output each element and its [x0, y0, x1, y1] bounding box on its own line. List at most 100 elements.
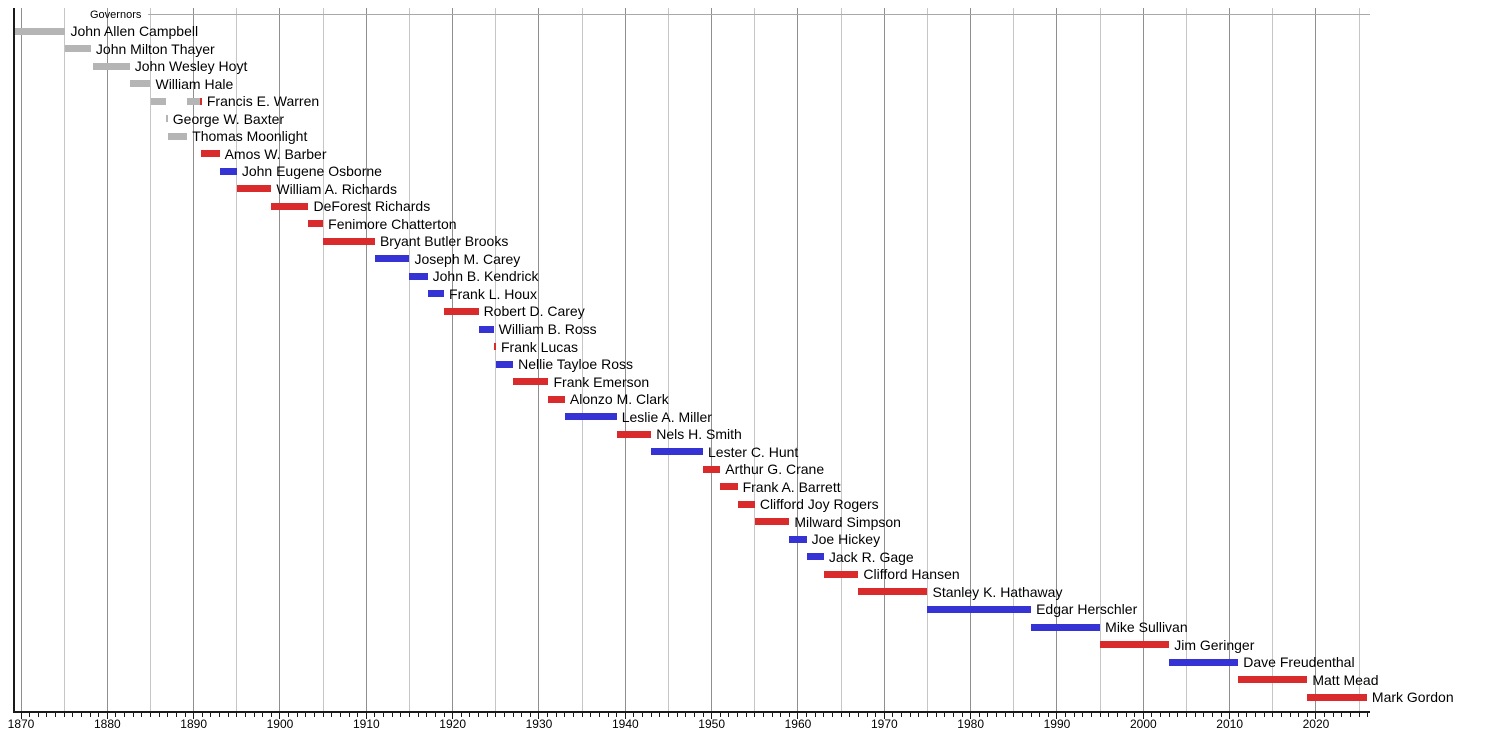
gridline-1900 [279, 8, 281, 711]
term-bar-territorial [167, 132, 188, 140]
plot-left-border [13, 8, 15, 711]
term-bar-republican [200, 97, 203, 105]
minor-tick-1979 [961, 713, 963, 717]
x-axis-line [13, 711, 1370, 713]
governor-name-label: Nellie Tayloe Ross [518, 356, 633, 373]
minor-tick-2002 [1160, 713, 1162, 717]
term-bar-republican [1100, 641, 1170, 649]
gridline-2025 [1358, 8, 1360, 711]
minor-tick-1946 [676, 713, 678, 717]
governor-name-label: George W. Baxter [172, 110, 285, 127]
term-bar-democratic [651, 448, 704, 456]
governor-name-label: Arthur G. Crane [725, 461, 825, 478]
term-bar-republican [201, 150, 220, 158]
minor-tick-1913 [391, 713, 393, 717]
term-bar-territorial [166, 115, 169, 123]
governor-name-label: Leslie A. Miller [621, 408, 712, 425]
minor-tick-1998 [1125, 713, 1127, 717]
minor-tick-2003 [1168, 713, 1170, 717]
minor-tick-2019 [1306, 713, 1308, 717]
term-bar-democratic [789, 535, 807, 543]
x-axis-tick-label: 1910 [352, 717, 380, 731]
gridline-1980 [970, 8, 972, 711]
minor-tick-1938 [607, 713, 609, 717]
minor-tick-2016 [1280, 713, 1282, 717]
minor-tick-1884 [141, 713, 143, 717]
term-bar-republican [1238, 676, 1308, 684]
gridline-2020 [1315, 8, 1317, 711]
governor-name-label: William A. Richards [276, 180, 397, 197]
gridline-1945 [667, 8, 669, 711]
minor-tick-1986 [1021, 713, 1023, 717]
minor-tick-1882 [124, 713, 126, 717]
term-bar-territorial [129, 80, 151, 88]
term-bar-republican [548, 395, 565, 403]
minor-tick-1916 [417, 713, 419, 717]
minor-tick-1899 [270, 713, 272, 717]
x-axis-tick-label: 1870 [7, 717, 35, 731]
minor-tick-1922 [469, 713, 471, 717]
minor-tick-1948 [693, 713, 695, 717]
term-bar-democratic [496, 360, 514, 368]
minor-tick-1928 [521, 713, 523, 717]
major-tick-1900 [279, 713, 281, 719]
minor-tick-1988 [1039, 713, 1041, 717]
section-header-line [148, 14, 1370, 15]
term-bar-republican [323, 237, 375, 245]
governor-name-label: Clifford Hansen [863, 566, 960, 583]
x-axis-tick-label: 1960 [784, 717, 812, 731]
gridline-1920 [452, 8, 454, 711]
minor-tick-1993 [1082, 713, 1084, 717]
minor-tick-1989 [1047, 713, 1049, 717]
governor-name-label: Nels H. Smith [656, 426, 742, 443]
minor-tick-2013 [1255, 713, 1257, 717]
minor-tick-1963 [823, 713, 825, 717]
minor-tick-2008 [1211, 713, 1213, 717]
governor-name-label: Dave Freudenthal [1243, 654, 1355, 671]
minor-tick-1978 [952, 713, 954, 717]
minor-tick-1991 [1065, 713, 1067, 717]
governor-name-label: Lester C. Hunt [708, 443, 799, 460]
minor-tick-1973 [909, 713, 911, 717]
minor-tick-1944 [659, 713, 661, 717]
minor-tick-2017 [1289, 713, 1291, 717]
major-tick-2010 [1229, 713, 1231, 719]
minor-tick-1898 [262, 713, 264, 717]
major-tick-1910 [365, 713, 367, 719]
minor-tick-2011 [1237, 713, 1239, 717]
governor-name-label: William Hale [155, 75, 234, 92]
minor-tick-1962 [814, 713, 816, 717]
minor-tick-1896 [244, 713, 246, 717]
minor-tick-1961 [806, 713, 808, 717]
minor-tick-1975 [926, 713, 928, 717]
major-tick-1890 [193, 713, 195, 719]
governor-name-label: Fenimore Chatterton [328, 215, 457, 232]
minor-tick-1895 [236, 713, 238, 717]
minor-tick-1893 [219, 713, 221, 717]
minor-tick-1953 [737, 713, 739, 717]
gridline-1930 [538, 8, 540, 711]
minor-tick-1881 [115, 713, 117, 717]
minor-tick-1994 [1091, 713, 1093, 717]
minor-tick-1964 [832, 713, 834, 717]
minor-tick-1982 [987, 713, 989, 717]
minor-tick-2025 [1358, 713, 1360, 717]
minor-tick-1924 [486, 713, 488, 717]
gridline-1895 [236, 8, 238, 711]
minor-tick-1888 [175, 713, 177, 717]
x-axis-tick-label: 2010 [1216, 717, 1243, 731]
term-bar-republican [720, 483, 738, 491]
minor-tick-1877 [80, 713, 82, 717]
minor-tick-1931 [547, 713, 549, 717]
governor-name-label: Bryant Butler Brooks [379, 233, 509, 250]
gridline-1940 [624, 8, 626, 711]
term-bar-democratic [1031, 623, 1101, 631]
gridline-1925 [495, 8, 497, 711]
minor-tick-1874 [55, 713, 57, 717]
minor-tick-1905 [322, 713, 324, 717]
gridline-2000 [1142, 8, 1144, 711]
minor-tick-1909 [357, 713, 359, 717]
x-axis-tick-label: 1930 [525, 717, 553, 731]
governor-name-label: Frank Lucas [501, 338, 579, 355]
